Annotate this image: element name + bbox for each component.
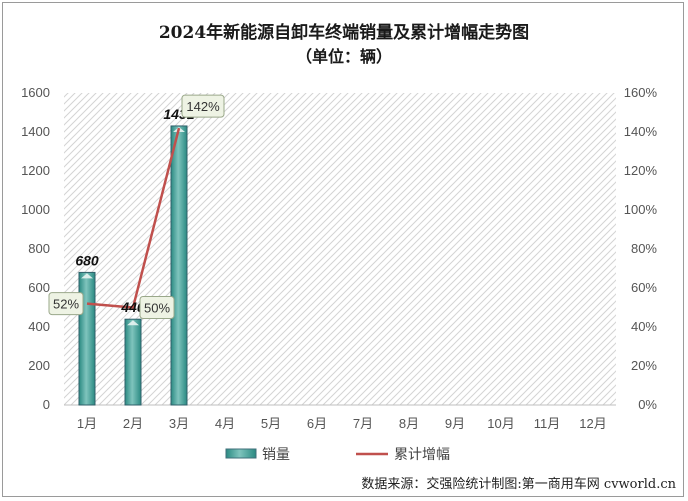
right-tick-label: 140% — [624, 124, 658, 139]
bar-value-label: 680 — [75, 252, 99, 268]
category-label: 12月 — [579, 416, 606, 431]
category-label: 10月 — [487, 416, 514, 431]
chart-title: 2024年新能源自卸车终端销量及累计增幅走势图 — [159, 22, 529, 43]
right-tick-label: 60% — [631, 280, 657, 295]
growth-line — [86, 127, 181, 309]
category-label: 2月 — [123, 416, 143, 431]
right-axis: 0% 20% 40% 60% 80% 100% 120% 140% 160% — [624, 85, 658, 412]
category-label: 3月 — [169, 416, 189, 431]
left-tick-label: 400 — [28, 319, 50, 334]
right-tick-label: 80% — [631, 241, 657, 256]
x-axis: 1月 2月 3月 4月 5月 6月 7月 8月 9月 10月 11月 12月 — [77, 416, 607, 431]
legend: 销量 累计增幅 — [225, 446, 450, 462]
right-tick-label: 120% — [624, 163, 658, 178]
growth-label-box — [139, 296, 175, 319]
category-label: 8月 — [399, 416, 419, 431]
growth-label-box — [48, 292, 84, 316]
right-tick-label: 100% — [624, 202, 658, 217]
growth-label: 142% — [186, 99, 220, 114]
left-tick-label: 1600 — [21, 85, 50, 100]
left-tick-label: 0 — [43, 397, 50, 412]
source-note: 数据来源：交强险统计制图:第一商用车网 cvworld.cn — [361, 476, 676, 492]
growth-label: 52% — [53, 297, 79, 312]
line-series — [86, 127, 181, 309]
left-tick-label: 200 — [28, 358, 50, 373]
legend-bar-swatch — [225, 448, 257, 459]
bar — [124, 318, 142, 406]
right-tick-label: 20% — [631, 358, 657, 373]
left-axis: 0 200 400 600 800 1000 1200 1400 1600 — [21, 85, 50, 412]
left-tick-label: 800 — [28, 241, 50, 256]
category-label: 7月 — [353, 416, 373, 431]
category-label: 5月 — [261, 416, 281, 431]
plot-area — [64, 93, 616, 405]
growth-label-box — [181, 94, 225, 118]
category-label: 6月 — [307, 416, 327, 431]
chart-subtitle: （单位：辆） — [296, 47, 392, 66]
category-label: 9月 — [445, 416, 465, 431]
right-tick-label: 0% — [638, 397, 657, 412]
legend-line-label: 累计增幅 — [394, 446, 450, 462]
growth-label: 50% — [144, 301, 170, 316]
right-tick-label: 160% — [624, 85, 658, 100]
bar-cap — [81, 273, 93, 279]
legend-bar-label: 销量 — [262, 446, 290, 462]
category-label: 1月 — [77, 416, 97, 431]
right-tick-label: 40% — [631, 319, 657, 334]
bar-value-label: 440 — [120, 299, 145, 315]
left-tick-label: 600 — [28, 280, 50, 295]
category-label: 4月 — [215, 416, 235, 431]
category-label: 11月 — [534, 416, 561, 431]
left-tick-label: 1200 — [21, 163, 50, 178]
bar-series — [78, 125, 188, 406]
left-tick-label: 1000 — [21, 202, 50, 217]
left-tick-label: 1400 — [21, 124, 50, 139]
bar — [170, 125, 188, 406]
bar-cap — [127, 320, 139, 326]
